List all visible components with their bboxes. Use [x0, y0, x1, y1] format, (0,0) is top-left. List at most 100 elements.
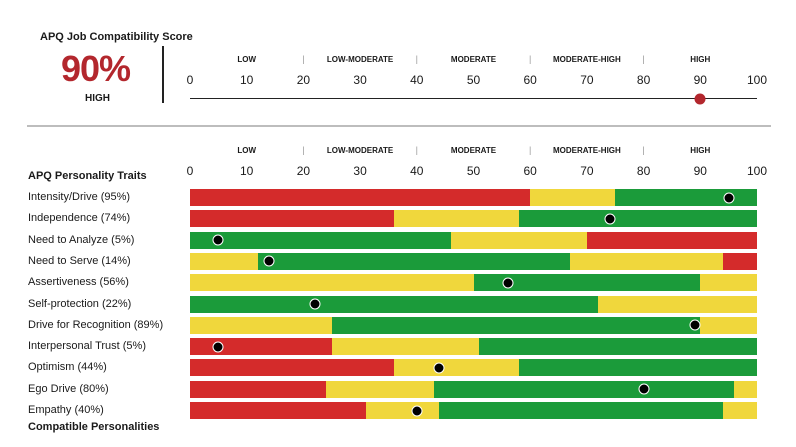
trait-score-marker: [433, 362, 445, 374]
band-label: MODERATE-HIGH: [552, 55, 621, 64]
bar-zone-yellow: [365, 402, 440, 419]
score-scale-line: [190, 98, 757, 99]
bar-zone-green: [190, 295, 599, 313]
tick-label: 100: [746, 164, 768, 178]
trait-score-marker: [604, 213, 616, 225]
bar-zone-yellow: [394, 210, 519, 228]
bar-zone-yellow: [190, 316, 332, 334]
trait-bar: [190, 210, 757, 228]
band-label: HIGH: [690, 146, 711, 155]
tick-label: 20: [296, 164, 311, 178]
bar-zone-green: [433, 380, 735, 398]
band-separator: |: [529, 54, 532, 64]
tick-label: 70: [580, 73, 594, 87]
bar-zone-red: [190, 189, 531, 206]
bar-zone-yellow: [190, 274, 474, 292]
tick-label: 90: [693, 73, 707, 87]
tick-label: 20: [296, 73, 311, 87]
bar-zone-yellow: [450, 231, 587, 249]
tick-label: 100: [746, 73, 768, 87]
bar-zone-red: [190, 402, 366, 419]
bar-zone-yellow: [530, 189, 616, 206]
bar-zone-red: [586, 231, 757, 249]
bar-zone-red: [190, 338, 332, 356]
band-label: LOW-MODERATE: [326, 146, 394, 155]
trait-label: Need to Serve (14%): [28, 254, 131, 267]
score-marker: [694, 93, 706, 105]
trait-label: Optimism (44%): [28, 361, 107, 374]
trait-bar: [190, 274, 757, 292]
trait-bar: [190, 189, 757, 206]
tick-label: 60: [523, 164, 537, 178]
tick-label: 10: [240, 164, 254, 178]
trait-bar: [190, 252, 757, 270]
tick-label: 80: [636, 164, 651, 178]
trait-score-marker: [263, 255, 275, 267]
bar-zone-yellow: [700, 274, 757, 292]
trait-label: Assertiveness (56%): [28, 276, 129, 289]
band-separator: |: [415, 54, 418, 64]
bar-zone-yellow: [734, 380, 757, 398]
trait-bar: [190, 380, 757, 398]
trait-bar: [190, 231, 757, 249]
trait-score-marker: [689, 319, 701, 331]
trait-score-marker: [723, 192, 735, 203]
tick-label: 40: [410, 164, 424, 178]
bar-zone-red: [190, 210, 395, 228]
bar-zone-green: [473, 274, 701, 292]
trait-label: Independence (74%): [28, 212, 131, 225]
tick-label: 50: [466, 73, 481, 87]
bar-zone-yellow: [190, 252, 259, 270]
bar-zone-yellow: [394, 359, 519, 377]
bar-zone-yellow: [326, 380, 434, 398]
traits-heading: APQ Personality Traits: [28, 170, 147, 182]
tick-label: 30: [353, 164, 367, 178]
trait-label: Self-protection (22%): [28, 297, 132, 310]
bar-zone-yellow: [700, 316, 757, 334]
bar-zone-green: [439, 402, 723, 419]
tick-label: 0: [186, 164, 194, 178]
bar-zone-green: [518, 210, 757, 228]
trait-label: Drive for Recognition (89%): [28, 318, 164, 331]
band-label: LOW: [237, 55, 257, 64]
band-label: MODERATE-HIGH: [552, 146, 621, 155]
bar-zone-yellow: [569, 252, 723, 270]
band-separator: |: [642, 145, 645, 155]
tick-label: 70: [580, 164, 594, 178]
trait-score-marker: [309, 298, 321, 310]
bar-zone-green: [258, 252, 570, 270]
band-separator: |: [302, 145, 305, 155]
trait-label: Need to Analyze (5%): [28, 233, 135, 246]
bar-zone-green: [479, 338, 757, 356]
band-separator: |: [529, 145, 532, 155]
trait-bar: [190, 316, 757, 334]
tick-label: 50: [466, 164, 481, 178]
trait-label: Interpersonal Trust (5%): [28, 340, 146, 353]
trait-score-marker: [411, 405, 423, 416]
tick-label: 80: [636, 73, 651, 87]
bar-zone-green: [615, 189, 757, 206]
tick-label: 90: [693, 164, 707, 178]
bar-zone-red: [722, 252, 757, 270]
trait-bar: [190, 295, 757, 313]
section-divider: [27, 125, 771, 127]
trait-bar: [190, 359, 757, 377]
tick-label: 0: [186, 73, 194, 87]
band-separator: |: [642, 54, 645, 64]
bar-zone-green: [190, 231, 451, 249]
tick-label: 60: [523, 73, 537, 87]
trait-score-marker: [502, 277, 514, 289]
bar-zone-yellow: [331, 338, 480, 356]
tick-label: 40: [410, 73, 424, 87]
score-value: 90%: [61, 48, 131, 89]
band-label: MODERATE: [450, 55, 497, 64]
tick-label: 10: [240, 73, 254, 87]
trait-label: Empathy (40%): [28, 404, 104, 416]
band-separator: |: [302, 54, 305, 64]
bar-zone-yellow: [598, 295, 757, 313]
next-section-heading: Compatible Personalities: [28, 421, 160, 433]
trait-score-marker: [212, 341, 224, 353]
band-label: MODERATE: [450, 146, 497, 155]
band-separator: |: [415, 145, 418, 155]
bar-zone-green: [331, 316, 701, 334]
